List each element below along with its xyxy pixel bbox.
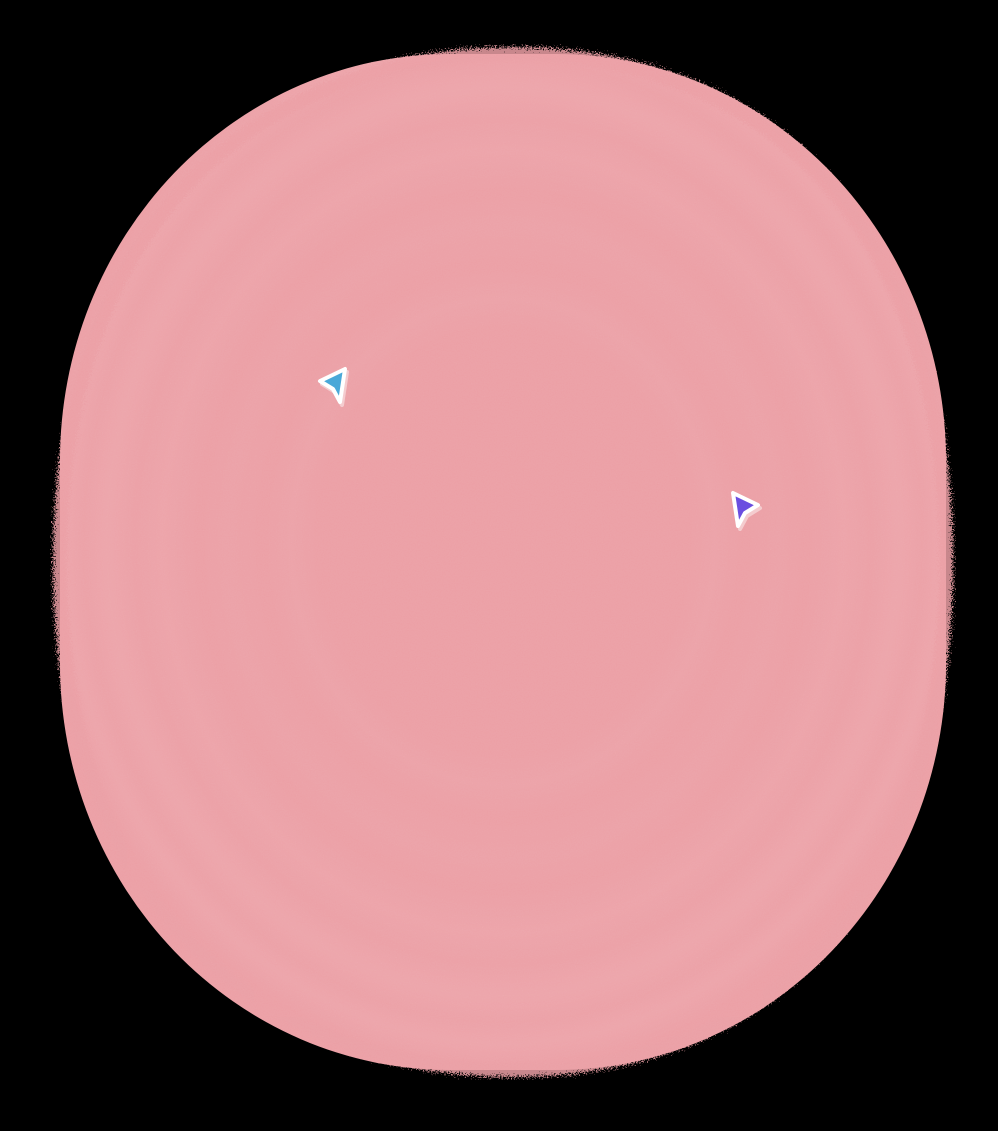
pink-squircle-shape[interactable] (52, 46, 954, 1078)
squircle-fill (60, 54, 946, 1070)
